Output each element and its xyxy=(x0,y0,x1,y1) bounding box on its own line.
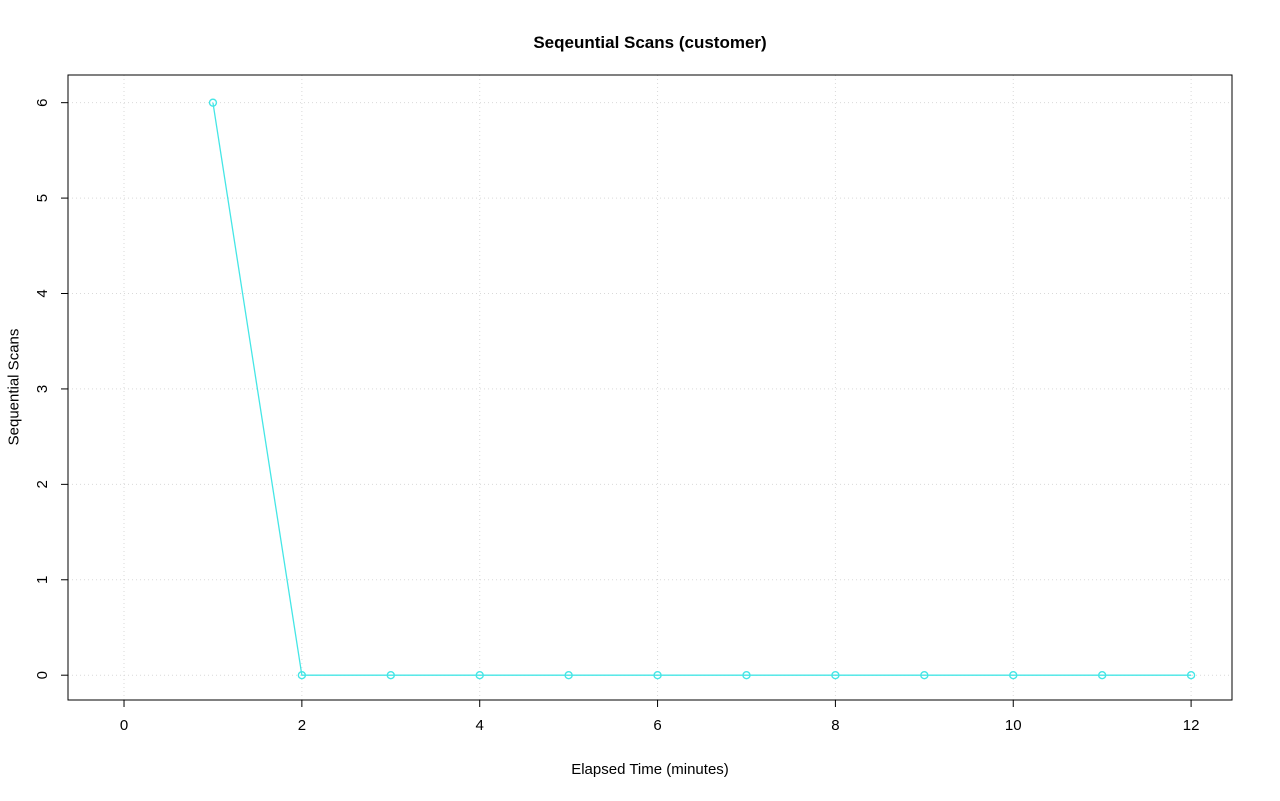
x-axis-label: Elapsed Time (minutes) xyxy=(571,761,729,778)
y-tick-label: 2 xyxy=(34,480,51,488)
x-tick-label: 10 xyxy=(1005,717,1022,734)
data-point-marker xyxy=(208,98,218,107)
data-point-marker xyxy=(920,670,929,680)
data-point-marker xyxy=(831,670,840,680)
y-tick-label: 5 xyxy=(34,194,51,202)
data-point-marker xyxy=(653,670,662,680)
y-tick-label: 3 xyxy=(34,385,51,393)
x-tick-label: 4 xyxy=(476,717,484,734)
x-tick-label: 6 xyxy=(653,717,661,734)
y-tick-label: 6 xyxy=(34,98,51,106)
data-point-marker xyxy=(386,670,395,680)
data-line xyxy=(212,102,1192,676)
y-tick-label: 1 xyxy=(34,576,51,584)
y-axis-label: Sequential Scans xyxy=(5,328,23,446)
data-point-marker xyxy=(742,670,751,680)
data-point-marker xyxy=(1097,670,1107,680)
x-tick-label: 12 xyxy=(1183,717,1200,734)
chart-title: Seqeuntial Scans (customer) xyxy=(533,33,767,52)
y-tick-label: 0 xyxy=(34,671,51,679)
data-point-marker xyxy=(1186,670,1196,680)
data-point-marker xyxy=(475,670,484,680)
data-point-marker xyxy=(297,670,307,680)
data-point-marker xyxy=(564,670,573,680)
x-tick-label: 2 xyxy=(298,717,306,734)
y-tick-label: 4 xyxy=(34,289,51,297)
x-tick-label: 8 xyxy=(831,717,839,734)
x-tick-label: 0 xyxy=(120,717,128,734)
data-point-marker xyxy=(1009,670,1018,680)
plot-box xyxy=(67,74,1233,701)
